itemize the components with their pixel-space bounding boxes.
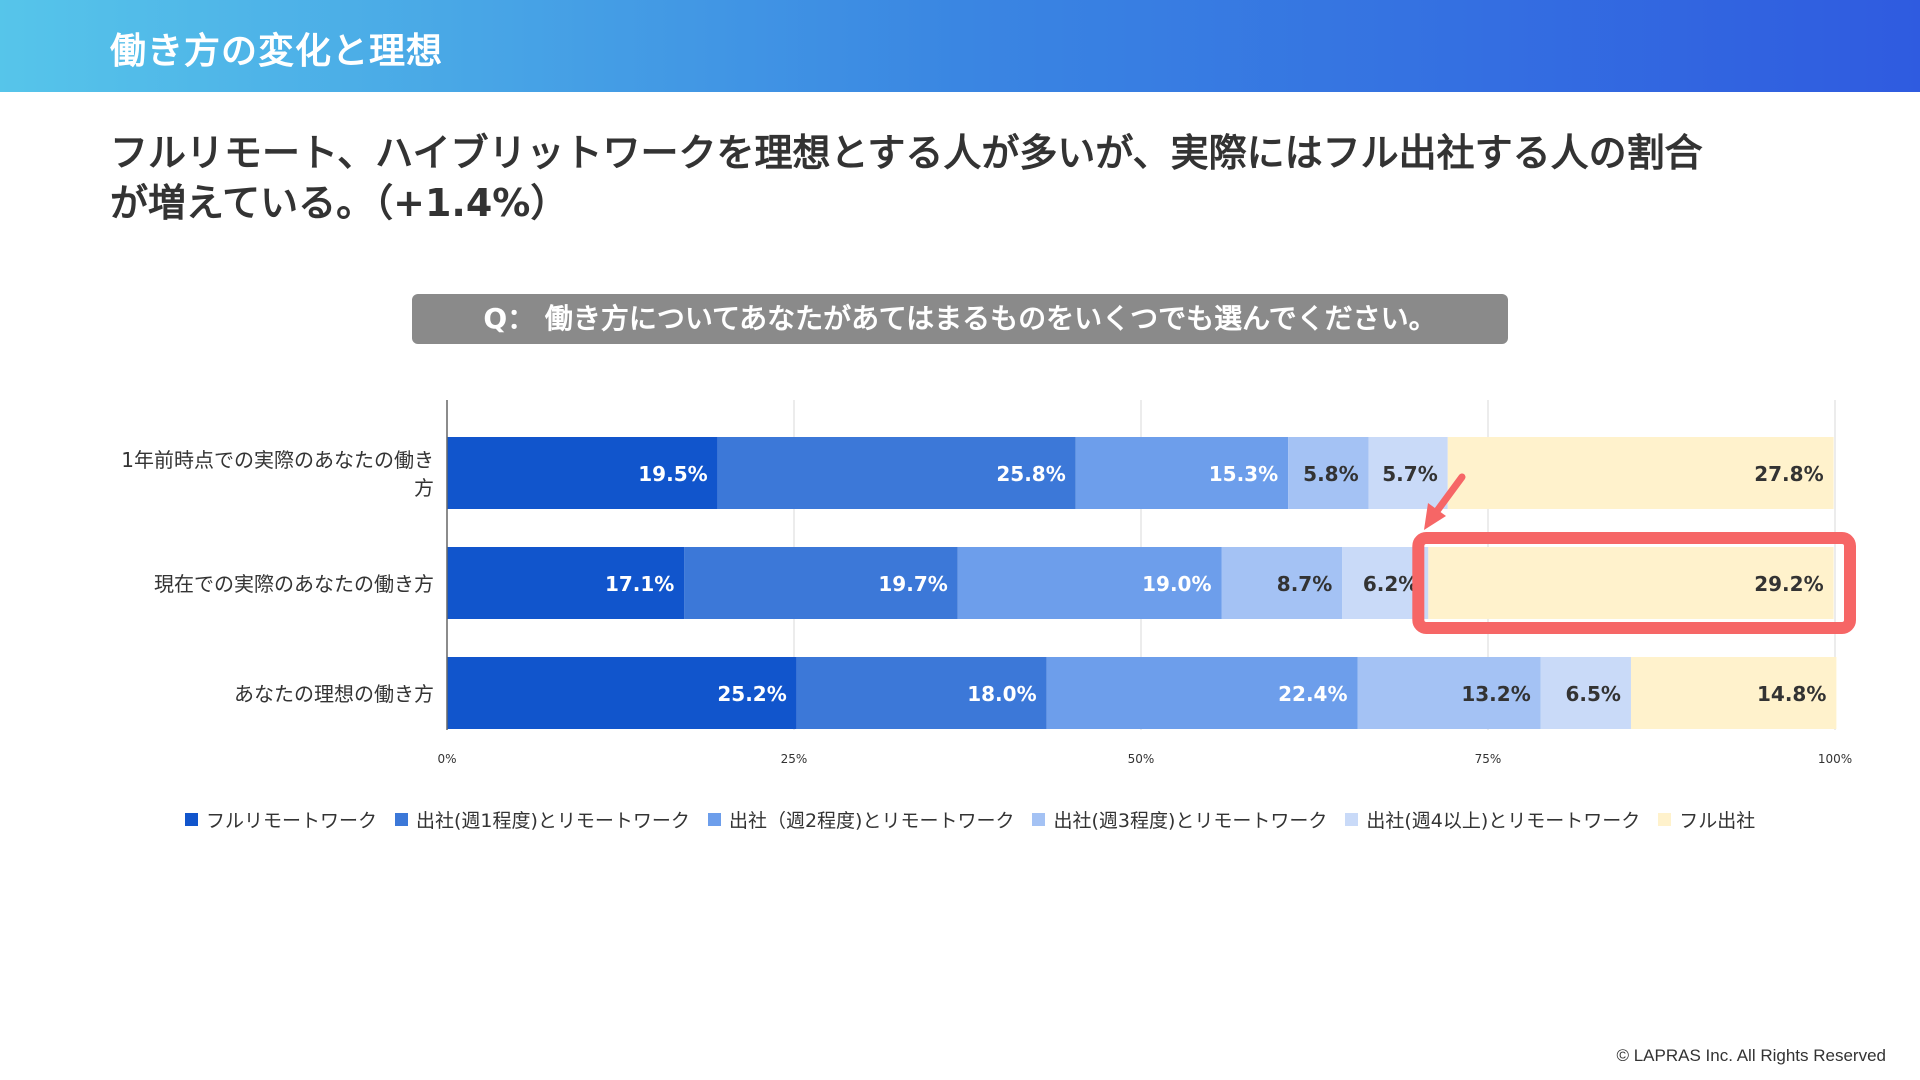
bar-segment <box>1630 657 1837 729</box>
headline-line-1: フルリモート、ハイブリットワークを理想とする人が多いが、実際にはフル出社する人の… <box>110 131 1703 175</box>
question-banner: Q： 働き方についてあなたがあてはまるものをいくつでも選んでください。 <box>412 294 1508 344</box>
category-label: 方 <box>414 476 434 500</box>
data-label: 25.2% <box>717 682 786 706</box>
data-label: 6.5% <box>1565 682 1620 706</box>
data-label: 14.8% <box>1757 682 1826 706</box>
legend-swatch-icon <box>395 812 409 826</box>
x-tick-label: 100% <box>1818 752 1852 766</box>
bar-segment <box>1221 547 1343 619</box>
legend-item: 出社(週1程度)とリモートワーク <box>395 806 690 833</box>
data-label: 13.2% <box>1461 682 1530 706</box>
legend-item: 出社(週4以上)とリモートワーク <box>1345 806 1640 833</box>
bar-segment <box>1540 657 1631 729</box>
bar-segment <box>684 547 958 619</box>
arrow-head-icon <box>1424 503 1446 530</box>
data-label: 25.8% <box>996 462 1065 486</box>
bar-segment <box>447 657 797 729</box>
highlight-frame <box>1412 532 1857 634</box>
legend-swatch-icon <box>1658 812 1672 826</box>
legend-label: フル出社 <box>1679 809 1756 832</box>
category-label: あなたの理想の働き方 <box>234 682 434 706</box>
category-label: 現在での実際のあなたの働き方 <box>154 572 434 596</box>
data-label: 27.8% <box>1754 462 1823 486</box>
headline-line-2: が増えている。（+1.4%） <box>110 181 569 225</box>
bar-segment <box>447 547 685 619</box>
header-title: 働き方の変化と理想 <box>110 31 444 72</box>
data-label: 29.2% <box>1754 572 1823 596</box>
data-label: 15.3% <box>1209 462 1278 486</box>
legend-item: フルリモートワーク <box>185 806 377 833</box>
legend-swatch-icon <box>1032 812 1046 826</box>
legend-label: 出社(週1程度)とリモートワーク <box>416 809 690 832</box>
x-tick-label: 25% <box>781 752 808 766</box>
bar-segment <box>1447 437 1834 509</box>
data-label: 5.7% <box>1382 462 1437 486</box>
bar-segment <box>796 657 1047 729</box>
x-tick-label: 0% <box>437 752 456 766</box>
data-label: 18.0% <box>967 682 1036 706</box>
legend-item: フル出社 <box>1658 806 1755 833</box>
bar-segment <box>1046 657 1358 729</box>
legend-label: フルリモートワーク <box>206 809 378 832</box>
legend-swatch-icon <box>185 812 198 826</box>
bar-segment <box>1368 437 1448 509</box>
bar-segment <box>1428 547 1834 619</box>
legend-label: 出社(週4以上)とリモートワーク <box>1366 809 1641 832</box>
header-bar: 働き方の変化と理想 <box>0 0 1920 92</box>
data-label: 19.0% <box>1142 572 1211 596</box>
legend-label: 出社(週3程度)とリモートワーク <box>1053 809 1328 832</box>
data-label: 17.1% <box>605 572 674 596</box>
data-label: 22.4% <box>1278 682 1347 706</box>
chart-legend: フルリモートワーク 出社(週1程度)とリモートワーク 出社（週2程度)とリモートワー… <box>185 804 1755 834</box>
legend-item: 出社(週3程度)とリモートワーク <box>1032 806 1327 833</box>
data-label: 19.7% <box>878 572 947 596</box>
bar-segment <box>447 437 718 509</box>
bar-segment <box>1075 437 1289 509</box>
data-label: 8.7% <box>1277 572 1332 596</box>
data-label: 6.2% <box>1363 572 1418 596</box>
data-label: 5.8% <box>1303 462 1358 486</box>
copyright-text: © LAPRAS Inc. All Rights Reserved <box>1616 1046 1886 1065</box>
category-label: 1年前時点での実際のあなたの働き <box>121 448 434 472</box>
data-label: 19.5% <box>638 462 707 486</box>
bar-segment <box>717 437 1076 509</box>
headline: フルリモート、ハイブリットワークを理想とする人が多いが、実際にはフル出社する人の… <box>110 128 1830 228</box>
x-tick-label: 75% <box>1475 752 1502 766</box>
legend-item: 出社（週2程度)とリモートワーク <box>707 806 1015 833</box>
bar-segment <box>1357 657 1541 729</box>
bar-segment <box>957 547 1222 619</box>
legend-swatch-icon <box>1345 812 1359 826</box>
x-tick-label: 50% <box>1128 752 1155 766</box>
arrow-icon <box>1433 473 1466 515</box>
bar-segment <box>1288 437 1369 509</box>
legend-swatch-icon <box>707 812 721 826</box>
stacked-bar-chart: 19.5% 25.8% 15.3% 5.8% 5.7% 27.8% 17.1% 19.7% 19… <box>121 400 1857 766</box>
legend-label: 出社（週2程度)とリモートワーク <box>728 809 1015 832</box>
